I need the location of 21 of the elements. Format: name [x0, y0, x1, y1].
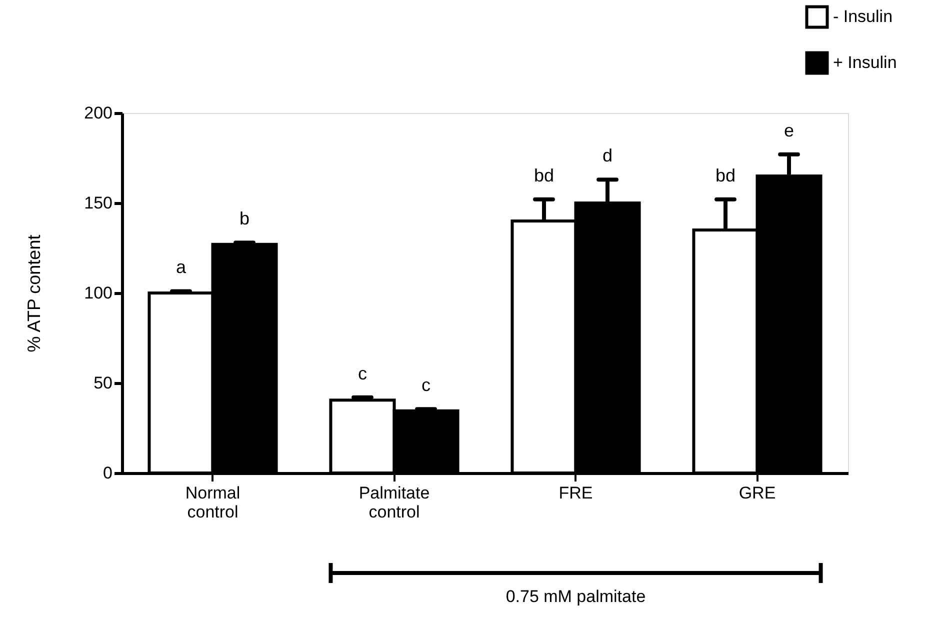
y-tick-label: 200: [84, 104, 112, 122]
annotation: bd: [534, 165, 554, 186]
x-tick-label: Palmitate control: [358, 484, 430, 522]
annotation: c: [358, 363, 367, 384]
annotation: bd: [715, 165, 736, 186]
annotation: a: [176, 257, 187, 278]
annotation: e: [784, 120, 794, 140]
annotation: d: [602, 146, 613, 166]
x-tick-label: FRE: [558, 484, 593, 502]
y-axis-title: % ATP content: [24, 234, 44, 352]
annotation: c: [422, 375, 431, 396]
y-tick-label: 100: [84, 284, 112, 302]
y-tick-label: 0: [103, 464, 112, 482]
legend-label: - Insulin: [833, 7, 893, 26]
text: 0.75 mM palmitate: [506, 587, 646, 606]
y-tick-label: 150: [84, 194, 112, 212]
annotation: b: [240, 208, 250, 229]
y-tick-label: 50: [94, 374, 112, 392]
x-tick-label: GRE: [738, 484, 776, 502]
x-tick-label: Normal control: [185, 484, 240, 522]
legend-label: + Insulin: [833, 53, 897, 72]
